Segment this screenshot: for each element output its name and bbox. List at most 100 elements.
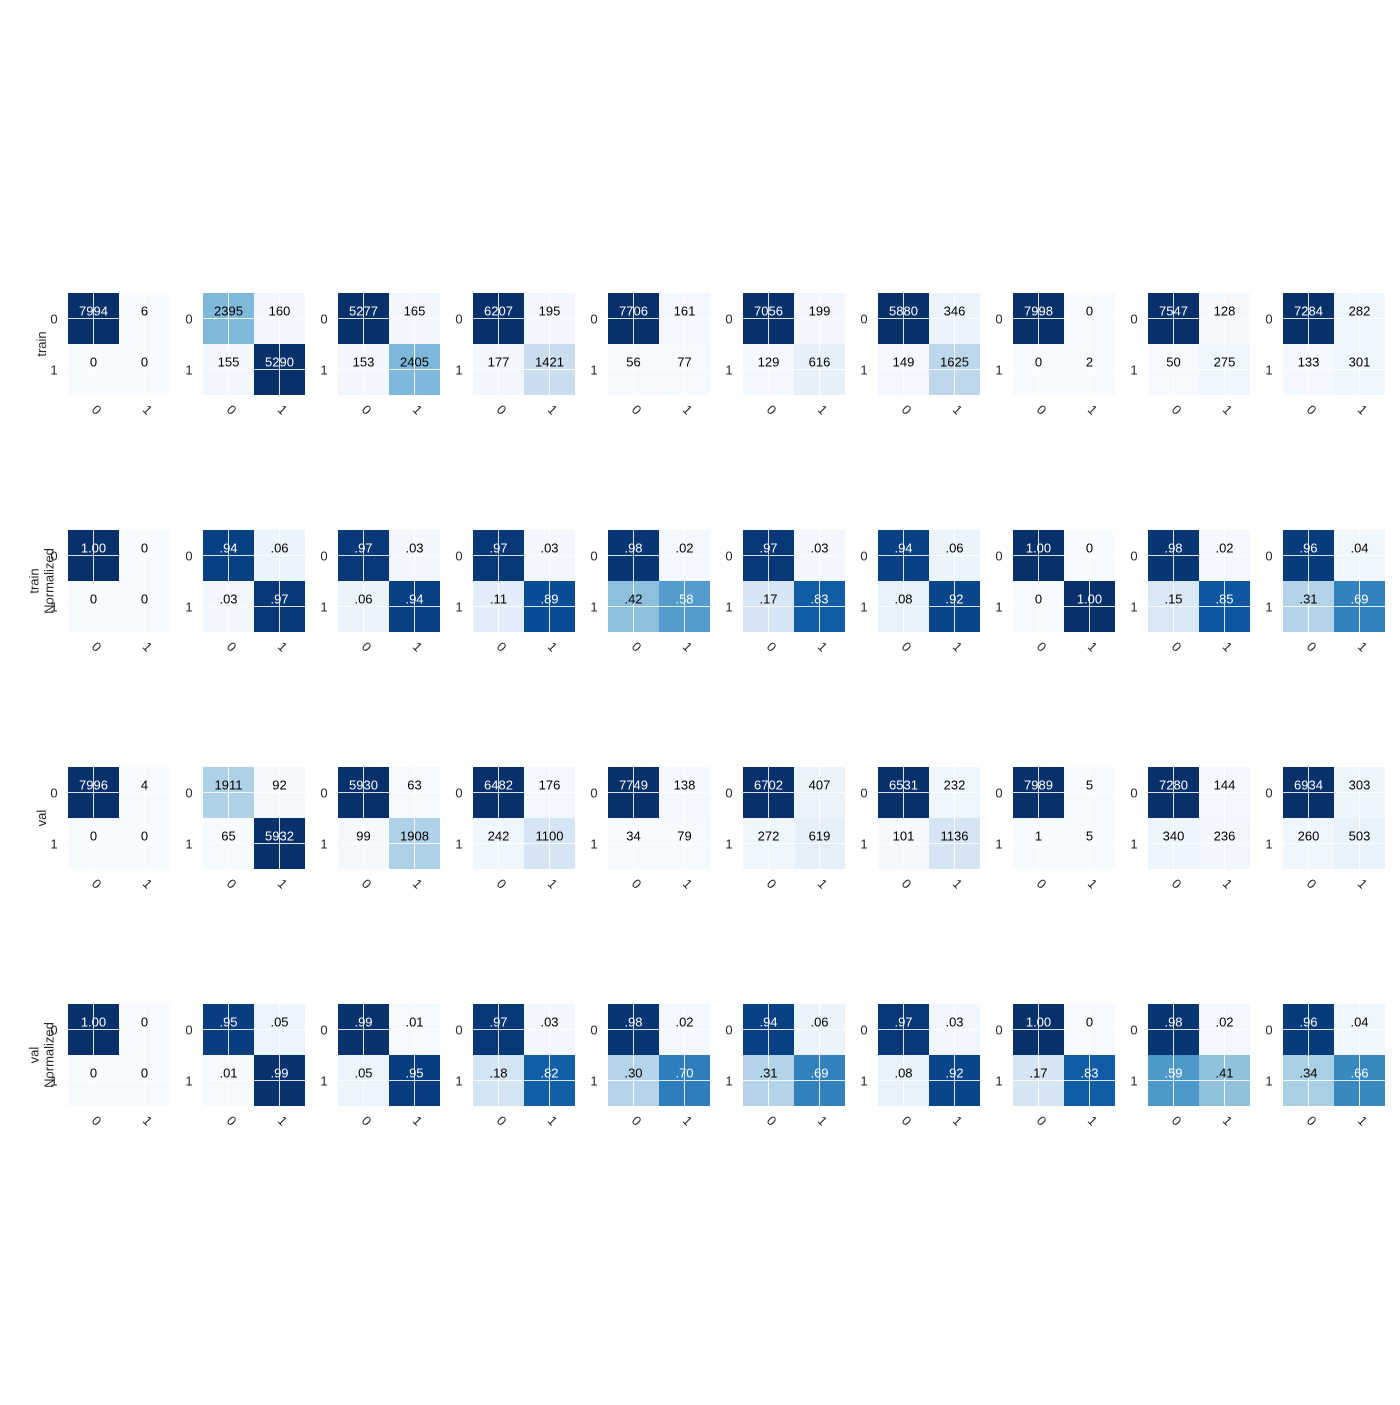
cell-label: 5 <box>1086 778 1093 793</box>
x-tick-label: 0 <box>1304 639 1320 655</box>
x-tick-label: 0 <box>1169 876 1185 892</box>
x-tick-label: 1 <box>140 1113 156 1129</box>
confusion-matrix: .97 .03 .18 .82 0 1 0 1 <box>455 1004 575 1129</box>
cell-label: .04 <box>1350 1015 1368 1030</box>
confusion-matrix: .97 .03 .11 .89 0 1 0 1 <box>455 530 575 655</box>
x-tick-label: 0 <box>1169 639 1185 655</box>
cell-label: 128 <box>1214 304 1236 319</box>
x-tick-label: 1 <box>1085 402 1101 418</box>
cell-label: 1.00 <box>81 1015 106 1030</box>
cell-label: 1.00 <box>1026 1015 1051 1030</box>
y-tick-label: 0 <box>590 1023 597 1038</box>
y-tick-label: 1 <box>590 600 597 615</box>
cell-label: .85 <box>1215 592 1233 607</box>
cell-label: 5277 <box>349 304 378 319</box>
x-tick-label: 1 <box>140 402 156 418</box>
cell-label: 0 <box>141 829 148 844</box>
x-tick-label: 0 <box>89 876 105 892</box>
y-tick-label: 1 <box>50 1074 57 1089</box>
cell-label: 101 <box>893 829 915 844</box>
y-tick-label: 0 <box>50 786 57 801</box>
confusion-matrix: 1911 92 65 5932 0 1 0 1 <box>185 767 305 892</box>
x-tick-label: 0 <box>629 876 645 892</box>
cell-label: 616 <box>809 355 831 370</box>
x-tick-label: 1 <box>1355 1113 1371 1129</box>
y-tick-label: 0 <box>1265 786 1272 801</box>
cell-label: 6702 <box>754 778 783 793</box>
cell-label: .95 <box>219 1015 237 1030</box>
x-tick-label: 1 <box>275 402 291 418</box>
cell-label: .41 <box>1215 1066 1233 1081</box>
cell-label: .02 <box>675 541 693 556</box>
cell-label: .99 <box>354 1015 372 1030</box>
confusion-matrix: 1.00 0 .17 .83 0 1 0 1 <box>995 1004 1115 1129</box>
cell-label: 7706 <box>619 304 648 319</box>
y-tick-label: 1 <box>590 1074 597 1089</box>
y-tick-label: 1 <box>1130 600 1137 615</box>
cell-label: 177 <box>488 355 510 370</box>
y-tick-label: 0 <box>185 312 192 327</box>
cell-label: .59 <box>1164 1066 1182 1081</box>
x-tick-label: 1 <box>1085 876 1101 892</box>
y-tick-label: 1 <box>185 363 192 378</box>
x-tick-label: 0 <box>764 402 780 418</box>
x-tick-label: 1 <box>410 876 426 892</box>
cell-label: .08 <box>894 592 912 607</box>
y-tick-label: 1 <box>185 837 192 852</box>
cell-label: .97 <box>894 1015 912 1030</box>
x-tick-label: 0 <box>629 402 645 418</box>
confusion-matrix: .98 .02 .30 .70 0 1 0 1 <box>590 1004 710 1129</box>
x-tick-label: 0 <box>1034 639 1050 655</box>
cell-label: .94 <box>219 541 237 556</box>
y-tick-label: 0 <box>455 312 462 327</box>
x-tick-label: 0 <box>89 639 105 655</box>
y-tick-label: 0 <box>455 549 462 564</box>
y-tick-label: 0 <box>995 312 1002 327</box>
y-tick-label: 0 <box>1130 312 1137 327</box>
confusion-matrix: 7056 199 129 616 0 1 0 1 <box>725 293 845 418</box>
y-tick-label: 0 <box>590 312 597 327</box>
cell-label: .02 <box>1215 1015 1233 1030</box>
x-tick-label: 0 <box>89 1113 105 1129</box>
y-tick-label: 1 <box>860 1074 867 1089</box>
cell-label: 7280 <box>1159 778 1188 793</box>
cell-label: .89 <box>540 592 558 607</box>
cell-label: 346 <box>944 304 966 319</box>
y-tick-label: 0 <box>860 1023 867 1038</box>
x-tick-label: 1 <box>140 639 156 655</box>
y-tick-label: 0 <box>1130 1023 1137 1038</box>
x-tick-label: 0 <box>629 1113 645 1129</box>
cell-label: .99 <box>270 1066 288 1081</box>
cell-label: .03 <box>219 592 237 607</box>
cell-label: .03 <box>810 541 828 556</box>
y-tick-label: 1 <box>320 837 327 852</box>
row-label: trainNormalized <box>27 548 57 614</box>
cell-label: 165 <box>404 304 426 319</box>
x-tick-label: 1 <box>680 1113 696 1129</box>
x-tick-label: 0 <box>359 402 375 418</box>
cell-label: .97 <box>270 592 288 607</box>
row-label-line: train <box>27 568 42 593</box>
cell-label: .05 <box>270 1015 288 1030</box>
x-tick-label: 1 <box>1220 639 1236 655</box>
x-tick-label: 1 <box>815 402 831 418</box>
y-tick-label: 0 <box>860 549 867 564</box>
row-label-line: Normalized <box>42 1022 57 1088</box>
cell-label: .31 <box>1299 592 1317 607</box>
cell-label: 0 <box>90 829 97 844</box>
cell-label: .06 <box>354 592 372 607</box>
confusion-matrix: .94 .06 .03 .97 0 1 0 1 <box>185 530 305 655</box>
cell-label: 161 <box>674 304 696 319</box>
cell-label: 0 <box>1035 592 1042 607</box>
x-tick-label: 0 <box>494 402 510 418</box>
y-tick-label: 1 <box>1130 363 1137 378</box>
x-tick-label: 0 <box>359 876 375 892</box>
cell-label: 34 <box>626 829 640 844</box>
cell-label: 0 <box>141 1015 148 1030</box>
x-tick-label: 1 <box>950 639 966 655</box>
cell-label: 1136 <box>941 829 969 844</box>
